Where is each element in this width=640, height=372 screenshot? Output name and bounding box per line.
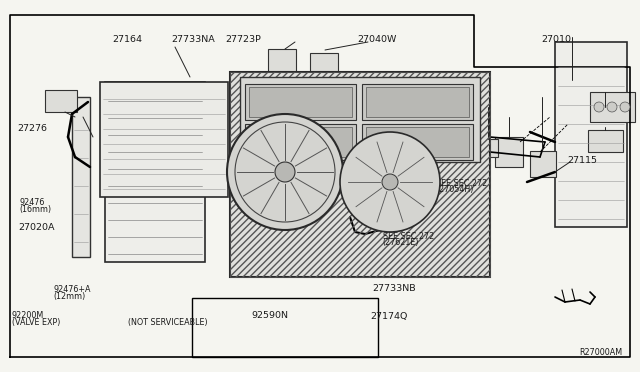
Text: (27621E): (27621E): [383, 238, 419, 247]
Text: 92200M: 92200M: [12, 311, 44, 320]
Bar: [249, 127, 352, 157]
Bar: [249, 87, 352, 117]
Bar: [530, 151, 556, 177]
Bar: [480, 139, 498, 157]
Circle shape: [340, 132, 440, 232]
Text: SEE SEC.272: SEE SEC.272: [383, 232, 434, 241]
Bar: [495, 137, 523, 167]
Bar: [310, 53, 338, 77]
Text: (27054H): (27054H): [436, 185, 474, 194]
Text: 27726X: 27726X: [351, 168, 387, 177]
Text: 27020A: 27020A: [18, 223, 54, 232]
Text: SEE SEC.272: SEE SEC.272: [436, 179, 488, 187]
Circle shape: [607, 102, 617, 112]
Text: 27174Q: 27174Q: [371, 312, 408, 321]
Bar: [45, 90, 77, 112]
Circle shape: [620, 102, 630, 112]
Text: 27733NA: 27733NA: [172, 35, 215, 44]
Text: (12mm): (12mm): [53, 292, 85, 301]
Bar: [192, 298, 378, 357]
Bar: [366, 127, 469, 157]
Text: (NOT SERVICEABLE): (NOT SERVICEABLE): [128, 318, 207, 327]
Bar: [362, 84, 473, 120]
Text: 92476: 92476: [19, 198, 45, 207]
Text: 27010: 27010: [541, 35, 571, 44]
Text: 27164: 27164: [112, 35, 142, 44]
Text: 27733M: 27733M: [373, 211, 412, 220]
Text: 27276: 27276: [17, 124, 47, 133]
Circle shape: [382, 174, 398, 190]
Bar: [105, 82, 205, 262]
Text: 27040W: 27040W: [357, 35, 397, 44]
Bar: [555, 42, 627, 227]
Bar: [362, 124, 473, 160]
Bar: [588, 130, 623, 152]
Bar: [590, 92, 635, 122]
Bar: [240, 77, 480, 162]
Text: 27733NB: 27733NB: [372, 284, 416, 293]
Bar: [245, 124, 356, 160]
Circle shape: [594, 102, 604, 112]
Text: 92476+A: 92476+A: [53, 285, 91, 294]
Text: 27115: 27115: [567, 156, 597, 165]
Bar: [72, 97, 90, 257]
Text: 92590N: 92590N: [252, 311, 289, 320]
Text: 27723P: 27723P: [225, 35, 261, 44]
Bar: [268, 49, 296, 77]
Bar: [366, 87, 469, 117]
Circle shape: [227, 114, 343, 230]
Text: (VALVE EXP): (VALVE EXP): [12, 318, 60, 327]
Text: R27000AM: R27000AM: [579, 348, 622, 357]
Circle shape: [275, 162, 295, 182]
Bar: [230, 72, 490, 277]
Text: (16mm): (16mm): [19, 205, 51, 214]
Bar: [230, 72, 490, 277]
Bar: [245, 84, 356, 120]
Text: 27752P: 27752P: [390, 168, 426, 177]
Bar: [100, 82, 228, 197]
